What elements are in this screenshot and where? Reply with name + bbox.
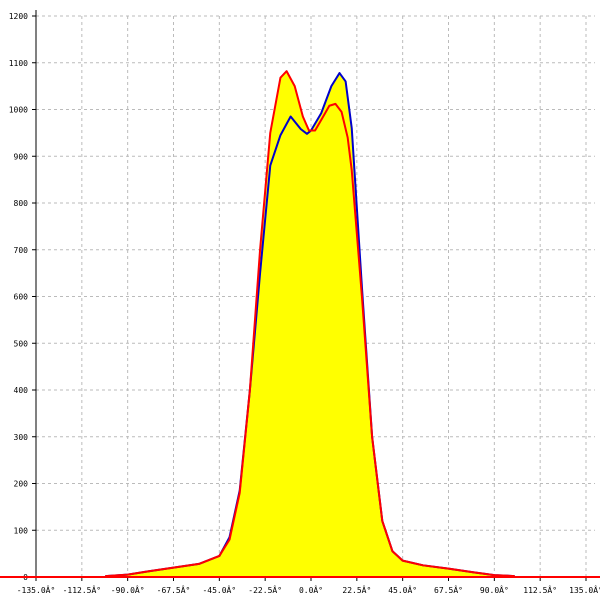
y-tick-label: 1100: [9, 59, 28, 68]
x-tick-label: -112.5Â°: [63, 584, 102, 595]
y-tick-label: 400: [14, 386, 29, 395]
y-tick-label: 700: [14, 246, 29, 255]
x-tick-label: -135.0Â°: [17, 584, 56, 595]
x-tick-label: -67.5Â°: [157, 584, 191, 595]
y-tick-label: 100: [14, 526, 29, 535]
y-tick-label: 300: [14, 433, 29, 442]
y-tick-label: 900: [14, 152, 29, 161]
y-tick-label: 600: [14, 293, 29, 302]
y-tick-label: 1200: [9, 12, 28, 21]
x-tick-label: -22.5Â°: [248, 584, 282, 595]
x-tick-label: 0.0Â°: [299, 584, 323, 595]
y-tick-label: 1000: [9, 106, 28, 115]
series-fill: [105, 71, 515, 577]
x-tick-label: 22.5Â°: [342, 584, 371, 595]
x-tick-label: -45.0Â°: [202, 584, 236, 595]
series-line: [105, 70, 515, 578]
x-tick-label: 90.0Â°: [480, 584, 509, 595]
x-tick-label: -90.0Â°: [111, 584, 145, 595]
x-tick-label: 112.5Â°: [523, 584, 557, 595]
y-tick-label: 500: [14, 339, 29, 348]
x-tick-label: 67.5Â°: [434, 584, 463, 595]
y-tick-label: 200: [14, 480, 29, 489]
x-tick-label: 45.0Â°: [388, 584, 417, 595]
y-tick-label: 800: [14, 199, 29, 208]
x-tick-label: 135.0Â°: [569, 584, 600, 595]
